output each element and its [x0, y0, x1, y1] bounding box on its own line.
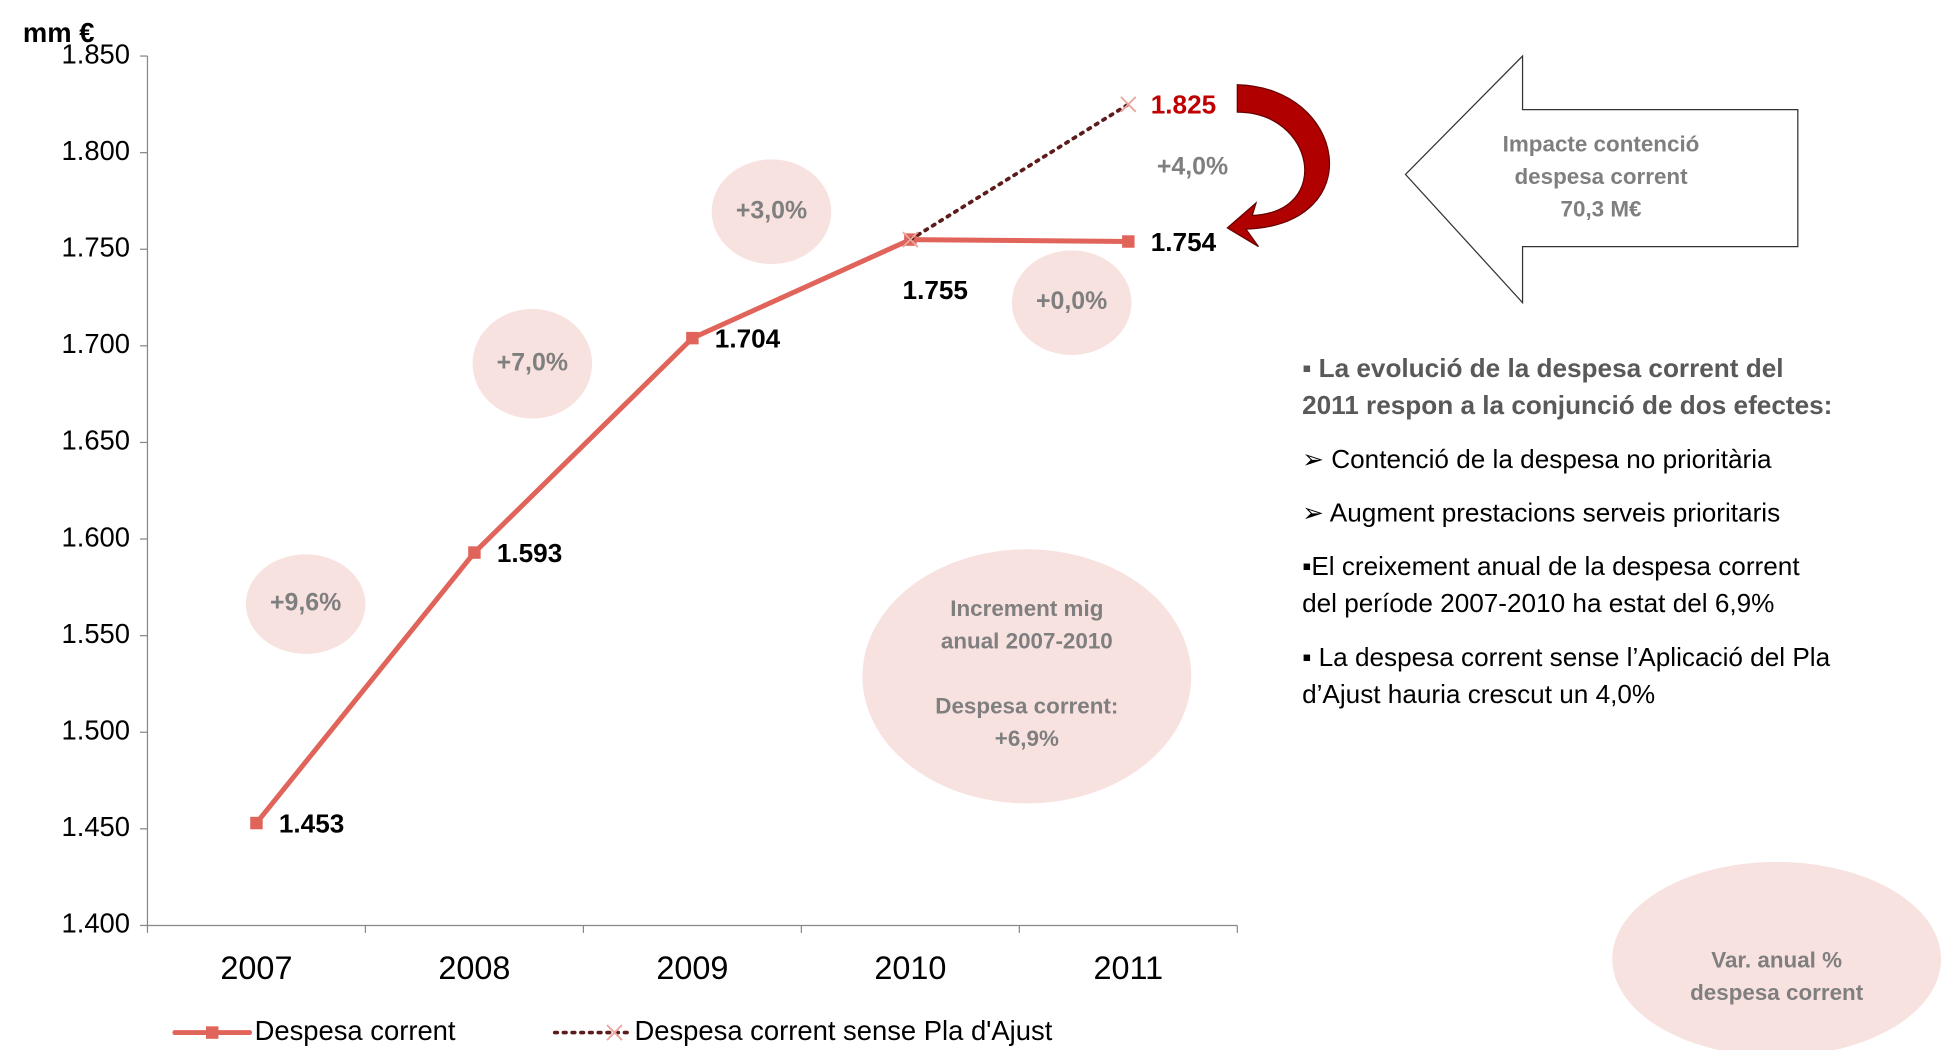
marker: [250, 816, 263, 830]
legend-marker: [606, 1024, 623, 1041]
marker: [1120, 96, 1137, 113]
note-text: ▪ La evolució de la despesa corrent del: [1302, 353, 1783, 383]
x-tick-label: 2009: [656, 950, 728, 986]
y-tick-label: 1.500: [61, 714, 130, 745]
legend-label: Despesa corrent: [255, 1015, 456, 1046]
y-axis-unit: mm €: [23, 17, 95, 48]
y-tick-label: 1.700: [61, 328, 130, 359]
annotation-text: despesa corrent: [1690, 980, 1864, 1005]
data-label: 1.754: [1151, 227, 1217, 257]
marker: [1122, 235, 1135, 248]
y-tick-label: 1.750: [61, 231, 130, 262]
annotation-text: 70,3 M€: [1561, 196, 1642, 221]
annotation-text: Var. anual %: [1711, 947, 1842, 972]
data-label: 1.755: [903, 275, 968, 305]
y-tick-label: 1.600: [61, 521, 130, 552]
curved-arrow: [1226, 84, 1331, 248]
y-tick-label: 1.400: [61, 908, 130, 939]
data-label: 1.593: [497, 538, 562, 568]
annotation-text: Impacte contenció: [1503, 132, 1700, 157]
data-label: 1.453: [279, 808, 344, 838]
annotation-text: +6,9%: [995, 726, 1059, 751]
x-tick-label: 2008: [438, 950, 510, 986]
annotation-bubble: [1612, 861, 1942, 1055]
data-label: 1.704: [715, 324, 781, 354]
note-text: ▪ La despesa corrent sense l’Aplicació d…: [1302, 642, 1830, 672]
note-text: ➢ Contenció de la despesa no prioritària: [1302, 444, 1772, 474]
legend-label: Despesa corrent sense Pla d'Ajust: [634, 1015, 1052, 1046]
marker: [686, 331, 699, 345]
annotation-bubble: [245, 554, 366, 654]
data-label: 1.825: [1151, 90, 1216, 120]
x-tick-label: 2010: [874, 950, 946, 986]
annotation-text: +7,0%: [497, 348, 568, 376]
y-tick-label: 1.650: [61, 425, 130, 456]
legend-marker: [206, 1026, 219, 1039]
x-tick-label: 2007: [220, 950, 292, 986]
marker: [468, 546, 481, 559]
x-tick-label: 2011: [1094, 950, 1164, 986]
annotation-text: +9,6%: [270, 589, 341, 617]
annotation-text: Increment mig: [950, 596, 1103, 621]
note-text: d’Ajust hauria crescut un 4,0%: [1302, 679, 1655, 709]
annotation-bubble: [1011, 250, 1132, 355]
marker: [902, 231, 919, 248]
annotation-text: Despesa corrent:: [935, 693, 1118, 718]
note-text: 2011 respon a la conjunció de dos efecte…: [1302, 390, 1832, 420]
annotation-text: +3,0%: [736, 196, 807, 224]
annotation-bubble: [862, 549, 1192, 804]
annotation-bubble: [711, 159, 832, 265]
annotation-text: +0,0%: [1036, 287, 1107, 315]
y-tick-label: 1.550: [61, 618, 130, 649]
y-tick-label: 1.800: [61, 135, 130, 166]
y-tick-label: 1.850: [61, 38, 130, 69]
annotation-bubble: [472, 308, 593, 419]
annotation-text: despesa corrent: [1514, 164, 1688, 189]
note-text: del període 2007-2010 ha estat del 6,9%: [1302, 588, 1774, 618]
series-line: [908, 102, 1131, 242]
note-text: ➢ Augment prestacions serveis prioritari…: [1302, 497, 1780, 527]
y-tick-label: 1.450: [61, 811, 130, 842]
impact-arrow: [1404, 54, 1799, 305]
annotation-text: +4,0%: [1157, 153, 1228, 181]
note-text: ▪El creixement anual de la despesa corre…: [1302, 551, 1800, 581]
annotation-text: anual 2007-2010: [941, 629, 1113, 654]
